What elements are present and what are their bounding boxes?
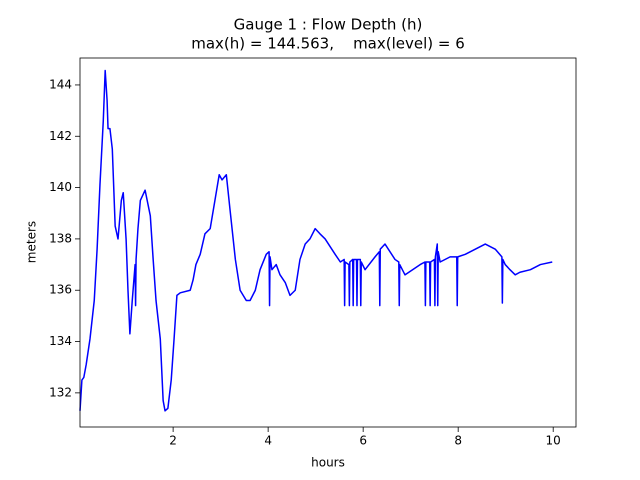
y-tick-label: 144: [49, 77, 72, 91]
x-tick-label: 2: [169, 434, 177, 448]
plot-frame: [79, 57, 577, 428]
y-tick-label: 136: [49, 283, 72, 297]
y-tick-label: 134: [49, 334, 72, 348]
chart-title: Gauge 1 : Flow Depth (h): [234, 16, 423, 34]
x-tick-label: 4: [264, 434, 272, 448]
data-line: [79, 69, 553, 412]
x-axis-label: hours: [311, 456, 345, 470]
chart-subtitle: max(h) = 144.563, max(level) = 6: [191, 35, 465, 53]
x-tick-label: 10: [546, 434, 561, 448]
y-tick-label: 140: [49, 180, 72, 194]
y-tick-label: 138: [49, 231, 72, 245]
x-tick-label: 8: [454, 434, 462, 448]
y-axis-label: meters: [25, 221, 39, 263]
y-tick-label: 142: [49, 129, 72, 143]
x-tick-label: 6: [359, 434, 367, 448]
y-tick-label: 132: [49, 385, 72, 399]
